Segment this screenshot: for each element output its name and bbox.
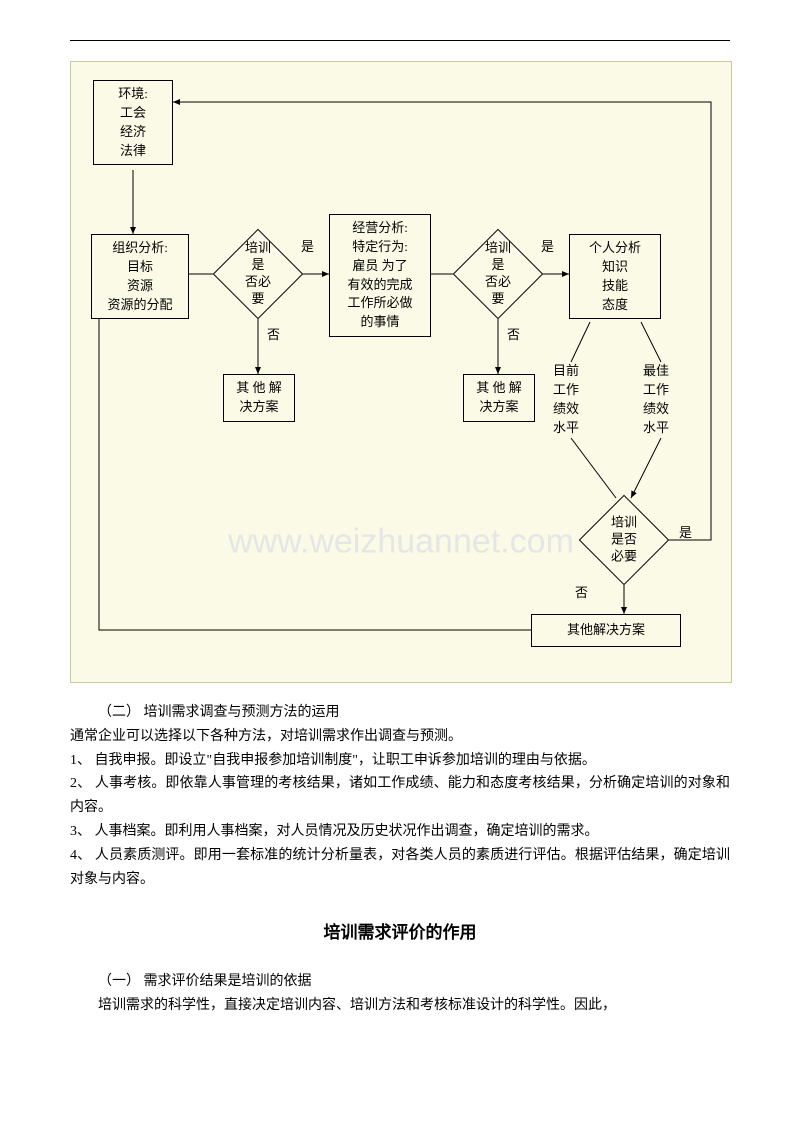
label-best-performance: 最佳 工作 绩效 水平: [643, 362, 669, 437]
decision-training-needed-2: 培训是 否必要: [466, 242, 530, 306]
para-item-2: 2、 人事考核。即依靠人事管理的考核结果，诸如工作成绩、能力和态度考核结果，分析…: [70, 772, 730, 820]
label-current-performance: 目前 工作 绩效 水平: [553, 362, 579, 437]
decision-3-label: 培训 是否 必要: [611, 515, 637, 566]
para-intro: 通常企业可以选择以下各种方法，对培训需求作出调查与预测。: [70, 725, 730, 749]
node-environment: 环境: 工会 经济 法律: [93, 80, 173, 165]
edge-no-2: 否: [507, 324, 520, 343]
body-text: （二） 培训需求调查与预测方法的运用 通常企业可以选择以下各种方法，对培训需求作…: [70, 701, 730, 1018]
para-item-3: 3、 人事档案。即利用人事档案，对人员情况及历史状况作出调查，确定培训的需求。: [70, 820, 730, 844]
decision-1-label: 培训是 否必要: [242, 240, 274, 308]
para-item-4: 4、 人员素质测评。即用一套标准的统计分析量表，对各类人员的素质进行评估。根据评…: [70, 844, 730, 892]
decision-training-needed-1: 培训是 否必要: [226, 242, 290, 306]
edge-no-3: 否: [575, 582, 588, 601]
flowchart: www.weizhuannet.com: [70, 61, 732, 683]
edge-yes-2: 是: [541, 236, 554, 255]
node-alt-solution-2: 其 他 解 决方案: [463, 374, 535, 422]
decision-training-needed-3: 培训 是否 必要: [592, 508, 656, 572]
para-sub-1-body: 培训需求的科学性，直接决定培训内容、培训方法和考核标准设计的科学性。因此，: [70, 994, 730, 1018]
decision-2-label: 培训是 否必要: [482, 240, 514, 308]
para-sub-1: （一） 需求评价结果是培训的依据: [70, 970, 730, 994]
para-2-heading: （二） 培训需求调查与预测方法的运用: [70, 701, 730, 725]
para-item-1: 1、 自我申报。即设立"自我申报参加培训制度"，让职工申诉参加培训的理由与依据。: [70, 749, 730, 773]
node-org-analysis: 组织分析: 目标 资源 资源的分配: [91, 234, 189, 319]
node-business-analysis: 经营分析: 特定行为: 雇员 为了 有效的完成 工作所必做 的事情: [329, 214, 431, 337]
section-title: 培训需求评价的作用: [70, 919, 730, 948]
node-alt-solution-3: 其他解决方案: [531, 614, 681, 647]
edge-yes-3: 是: [679, 522, 692, 541]
node-person-analysis: 个人分析 知识 技能 态度: [569, 234, 661, 319]
node-alt-solution-1: 其 他 解 决方案: [223, 374, 295, 422]
edge-yes-1: 是: [301, 236, 314, 255]
edge-no-1: 否: [267, 324, 280, 343]
